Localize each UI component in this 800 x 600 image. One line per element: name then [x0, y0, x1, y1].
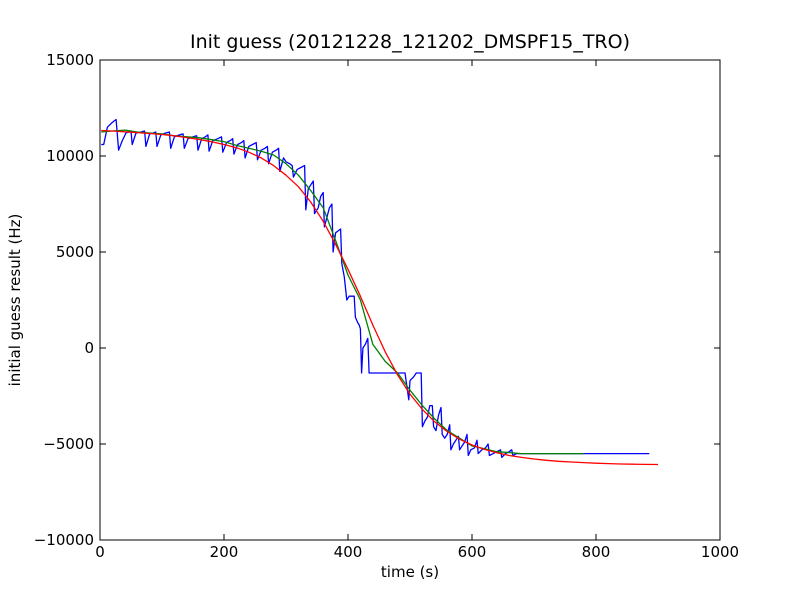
series-layer [101, 118, 659, 466]
y-tick-label: 0 [84, 339, 94, 357]
y-tick-label: −10000 [34, 531, 94, 549]
series-line-1 [101, 118, 650, 459]
x-tick-label: 1000 [701, 543, 739, 561]
y-tick-label: 10000 [46, 147, 94, 165]
y-tick-label: 5000 [56, 243, 94, 261]
y-axis-tick-labels: −10000 −5000 0 5000 10000 15000 [34, 51, 94, 549]
plot-frame [99, 59, 721, 541]
x-tick-label: 400 [334, 543, 363, 561]
x-tick-label: 0 [95, 543, 105, 561]
y-tick-label: 15000 [46, 51, 94, 69]
series-line-3 [101, 129, 659, 466]
x-tick-label: 200 [210, 543, 239, 561]
chart-title: Init guess (20121228_121202_DMSPF15_TRO) [190, 31, 630, 53]
y-tick-label: −5000 [43, 435, 94, 453]
x-tick-label: 600 [458, 543, 487, 561]
x-axis-tick-labels: 0 200 400 600 800 1000 [95, 543, 739, 561]
x-axis-label: time (s) [381, 563, 439, 581]
y-axis-label: initial guess result (Hz) [6, 214, 24, 387]
x-tick-label: 800 [582, 543, 611, 561]
plot-area [99, 59, 721, 541]
plot-background [100, 60, 720, 540]
